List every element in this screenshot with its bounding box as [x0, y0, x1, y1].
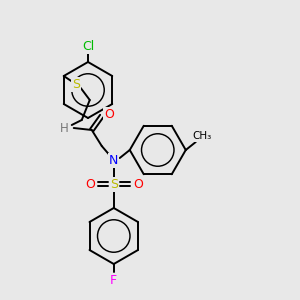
Text: Cl: Cl: [82, 40, 94, 52]
Text: H: H: [60, 122, 68, 134]
Text: S: S: [72, 77, 80, 91]
Text: N: N: [109, 154, 119, 166]
Text: O: O: [85, 178, 95, 190]
Text: S: S: [110, 178, 118, 190]
Text: F: F: [110, 274, 117, 286]
Text: O: O: [133, 178, 143, 190]
Text: O: O: [104, 107, 114, 121]
Text: CH₃: CH₃: [192, 131, 212, 141]
Text: N: N: [58, 122, 68, 134]
